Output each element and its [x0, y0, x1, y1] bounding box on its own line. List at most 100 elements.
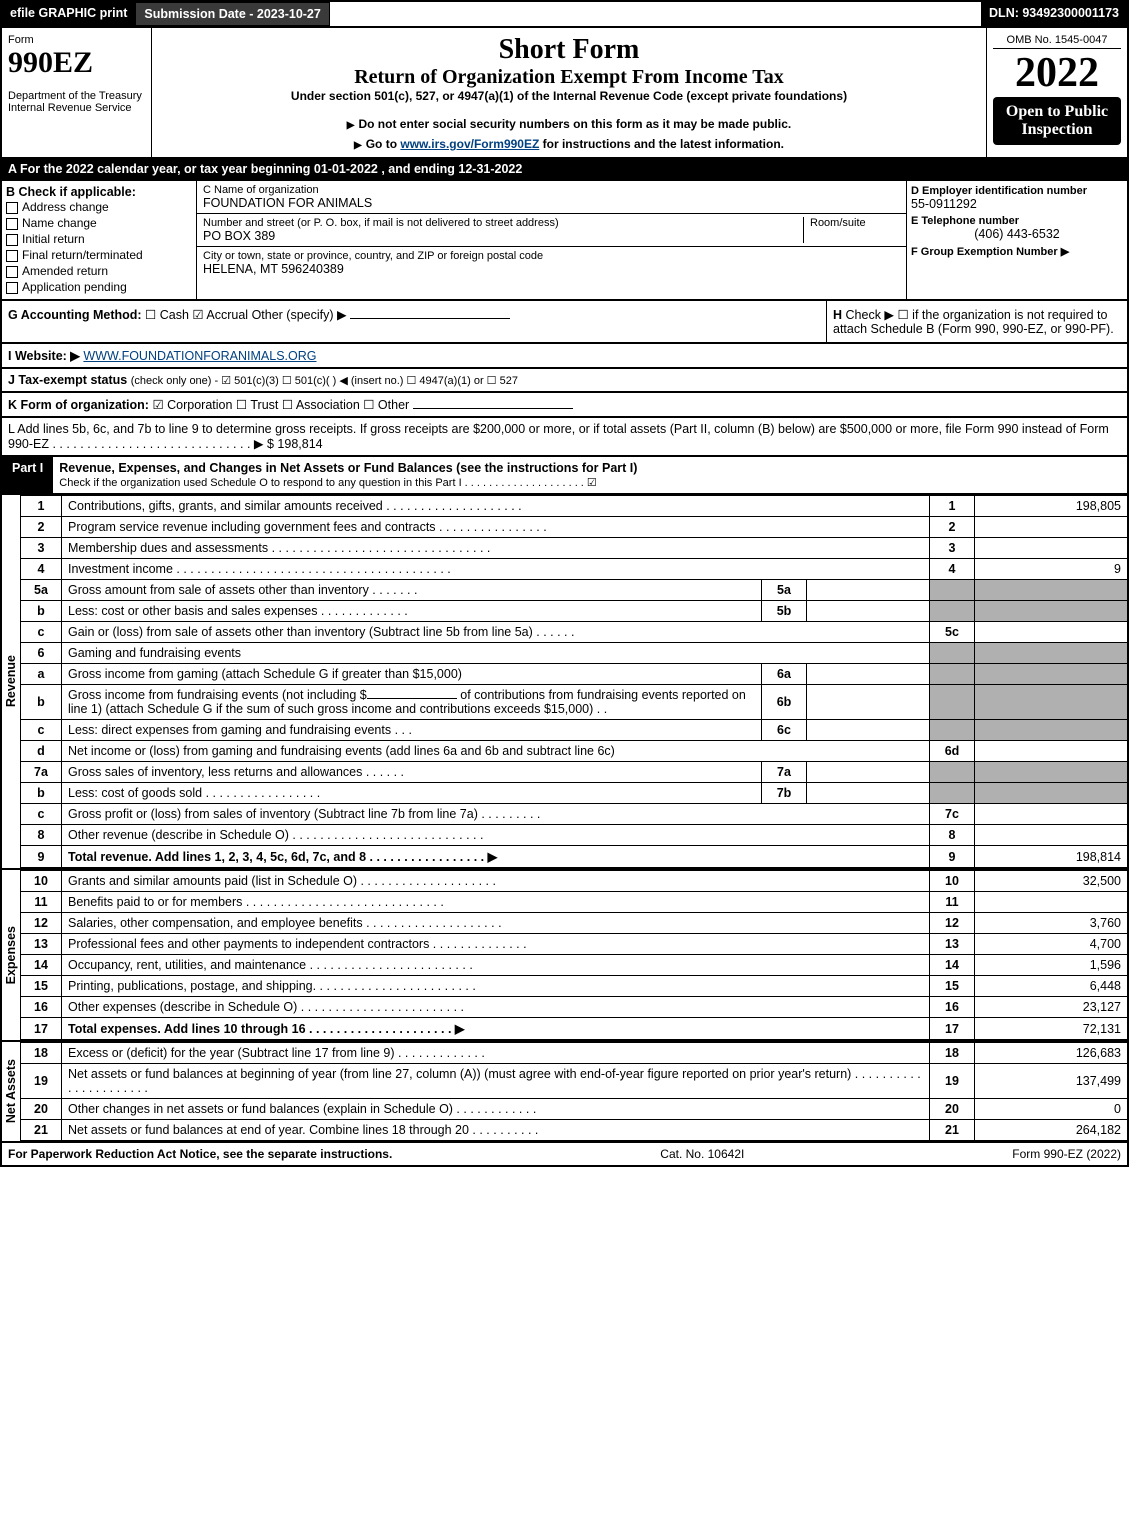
city-row: City or town, state or province, country… [197, 247, 906, 279]
revenue-section: Revenue 1Contributions, gifts, grants, a… [0, 495, 1129, 870]
header-left: Form 990EZ Department of the Treasury In… [2, 28, 152, 157]
footer-left: For Paperwork Reduction Act Notice, see … [8, 1147, 392, 1161]
expenses-vtab: Expenses [2, 870, 21, 1040]
line-l-amount: 198,814 [277, 437, 322, 451]
line-6d: dNet income or (loss) from gaming and fu… [21, 741, 1127, 762]
irs-label: Internal Revenue Service [8, 102, 145, 114]
short-form-title: Short Form [158, 34, 980, 66]
footer-form-ref: Form 990-EZ (2022) [1012, 1147, 1121, 1161]
line-3: 3Membership dues and assessments . . . .… [21, 538, 1127, 559]
line-15: 15Printing, publications, postage, and s… [21, 976, 1127, 997]
ein: 55-0911292 [911, 197, 1123, 211]
line-6a: aGross income from gaming (attach Schedu… [21, 664, 1127, 685]
line-14: 14Occupancy, rent, utilities, and mainte… [21, 955, 1127, 976]
footer-cat-no: Cat. No. 10642I [660, 1147, 744, 1161]
section-c: C Name of organization FOUNDATION FOR AN… [197, 181, 907, 299]
line-k-form-org: K Form of organization: ☑ Corporation ☐ … [0, 393, 1129, 418]
street-row: Number and street (or P. O. box, if mail… [197, 214, 906, 247]
omb-number: OMB No. 1545-0047 [993, 34, 1121, 49]
section-d-e-f: D Employer identification number 55-0911… [907, 181, 1127, 299]
main-title: Return of Organization Exempt From Incom… [158, 66, 980, 89]
expenses-table: 10Grants and similar amounts paid (list … [21, 870, 1127, 1040]
street: PO BOX 389 [203, 229, 803, 243]
other-org-input[interactable] [413, 408, 573, 409]
revenue-table: 1Contributions, gifts, grants, and simil… [21, 495, 1127, 868]
line-10: 10Grants and similar amounts paid (list … [21, 871, 1127, 892]
line-l-gross-receipts: L Add lines 5b, 6c, and 7b to line 9 to … [0, 418, 1129, 457]
room-label: Room/suite [803, 217, 900, 243]
part-1-title: Revenue, Expenses, and Changes in Net As… [59, 461, 637, 475]
chk-cash[interactable]: ☐ Cash [145, 308, 189, 322]
line-13: 13Professional fees and other payments t… [21, 934, 1127, 955]
org-name: FOUNDATION FOR ANIMALS [203, 196, 900, 210]
line-a-tax-year: A For the 2022 calendar year, or tax yea… [0, 159, 1129, 181]
line-6b-amount-input[interactable] [367, 698, 457, 699]
chk-address-change[interactable]: Address change [6, 199, 192, 215]
line-1: 1Contributions, gifts, grants, and simil… [21, 496, 1127, 517]
chk-amended-return[interactable]: Amended return [6, 263, 192, 279]
website-link[interactable]: WWW.FOUNDATIONFORANIMALS.ORG [83, 349, 316, 363]
ssn-warning: Do not enter social security numbers on … [158, 117, 980, 131]
header-center: Short Form Return of Organization Exempt… [152, 28, 987, 157]
net-assets-vtab: Net Assets [2, 1042, 21, 1141]
line-g: G Accounting Method: ☐ Cash ☑ Accrual Ot… [2, 301, 827, 342]
net-assets-section: Net Assets 18Excess or (deficit) for the… [0, 1042, 1129, 1143]
chk-final-return[interactable]: Final return/terminated [6, 247, 192, 263]
topbar-spacer [330, 2, 981, 26]
other-specify-input[interactable] [350, 318, 510, 319]
form-header: Form 990EZ Department of the Treasury In… [0, 28, 1129, 159]
chk-initial-return[interactable]: Initial return [6, 231, 192, 247]
line-7b: bLess: cost of goods sold . . . . . . . … [21, 783, 1127, 804]
header-right: OMB No. 1545-0047 2022 Open to Public In… [987, 28, 1127, 157]
submission-date-button[interactable]: Submission Date - 2023-10-27 [135, 2, 329, 26]
line-16: 16Other expenses (describe in Schedule O… [21, 997, 1127, 1018]
phone-label: E Telephone number [911, 215, 1123, 227]
line-5b: bLess: cost or other basis and sales exp… [21, 601, 1127, 622]
revenue-vtab: Revenue [2, 495, 21, 868]
line-12: 12Salaries, other compensation, and empl… [21, 913, 1127, 934]
line-h-text: Check ▶ ☐ if the organization is not req… [833, 308, 1114, 336]
org-name-label: C Name of organization [203, 184, 900, 196]
form-number: 990EZ [8, 46, 145, 80]
line-5c: cGain or (loss) from sale of assets othe… [21, 622, 1127, 643]
line-8: 8Other revenue (describe in Schedule O) … [21, 825, 1127, 846]
expenses-section: Expenses 10Grants and similar amounts pa… [0, 870, 1129, 1042]
line-19: 19Net assets or fund balances at beginni… [21, 1064, 1127, 1099]
chk-application-pending[interactable]: Application pending [6, 279, 192, 295]
chk-other[interactable]: Other (specify) ▶ [252, 308, 347, 322]
line-11: 11Benefits paid to or for members . . . … [21, 892, 1127, 913]
chk-accrual[interactable]: ☑ Accrual [192, 308, 248, 322]
chk-name-change[interactable]: Name change [6, 215, 192, 231]
part-1-header-row: Part I Revenue, Expenses, and Changes in… [0, 457, 1129, 495]
dln-label: DLN: 93492300001173 [981, 2, 1127, 26]
top-bar: efile GRAPHIC print Submission Date - 20… [0, 0, 1129, 28]
line-i-website: I Website: ▶ WWW.FOUNDATIONFORANIMALS.OR… [0, 344, 1129, 369]
line-6: 6Gaming and fundraising events [21, 643, 1127, 664]
line-20: 20Other changes in net assets or fund ba… [21, 1099, 1127, 1120]
part-1-title-cell: Revenue, Expenses, and Changes in Net As… [53, 457, 1127, 493]
line-4: 4Investment income . . . . . . . . . . .… [21, 559, 1127, 580]
efile-label: efile GRAPHIC print [2, 2, 135, 26]
goto-instruction: Go to www.irs.gov/Form990EZ for instruct… [158, 137, 980, 151]
section-b: B Check if applicable: Address change Na… [2, 181, 197, 299]
city: HELENA, MT 596240389 [203, 262, 900, 276]
open-to-public-badge: Open to Public Inspection [993, 97, 1121, 145]
subtitle: Under section 501(c), 527, or 4947(a)(1)… [158, 89, 980, 103]
line-h: H Check ▶ ☐ if the organization is not r… [827, 301, 1127, 342]
phone: (406) 443-6532 [911, 227, 1123, 241]
line-6c: cLess: direct expenses from gaming and f… [21, 720, 1127, 741]
section-b-title: B Check if applicable: [6, 185, 192, 199]
line-9: 9Total revenue. Add lines 1, 2, 3, 4, 5c… [21, 846, 1127, 868]
irs-link[interactable]: www.irs.gov/Form990EZ [400, 137, 539, 151]
line-18: 18Excess or (deficit) for the year (Subt… [21, 1043, 1127, 1064]
line-7a: 7aGross sales of inventory, less returns… [21, 762, 1127, 783]
line-7c: cGross profit or (loss) from sales of in… [21, 804, 1127, 825]
line-g-h-row: G Accounting Method: ☐ Cash ☑ Accrual Ot… [0, 301, 1129, 344]
dept-label: Department of the Treasury [8, 90, 145, 102]
part-1-subtitle: Check if the organization used Schedule … [59, 477, 597, 489]
org-info-block: B Check if applicable: Address change Na… [0, 181, 1129, 301]
line-21: 21Net assets or fund balances at end of … [21, 1120, 1127, 1141]
form-word: Form [8, 34, 145, 46]
part-1-tag: Part I [2, 457, 53, 493]
line-6b: bGross income from fundraising events (n… [21, 685, 1127, 720]
